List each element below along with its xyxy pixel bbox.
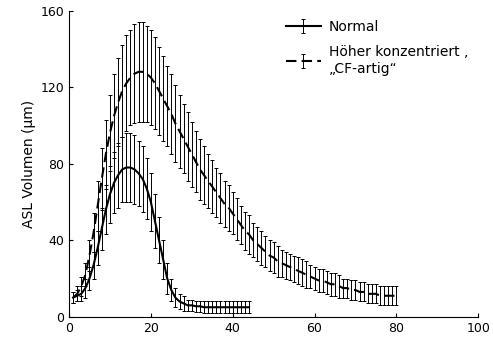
Y-axis label: ASL Volumen (µm): ASL Volumen (µm) — [22, 100, 36, 228]
Legend: Normal, Höher konzentriert ,
„CF-artig“: Normal, Höher konzentriert , „CF-artig“ — [283, 18, 471, 78]
